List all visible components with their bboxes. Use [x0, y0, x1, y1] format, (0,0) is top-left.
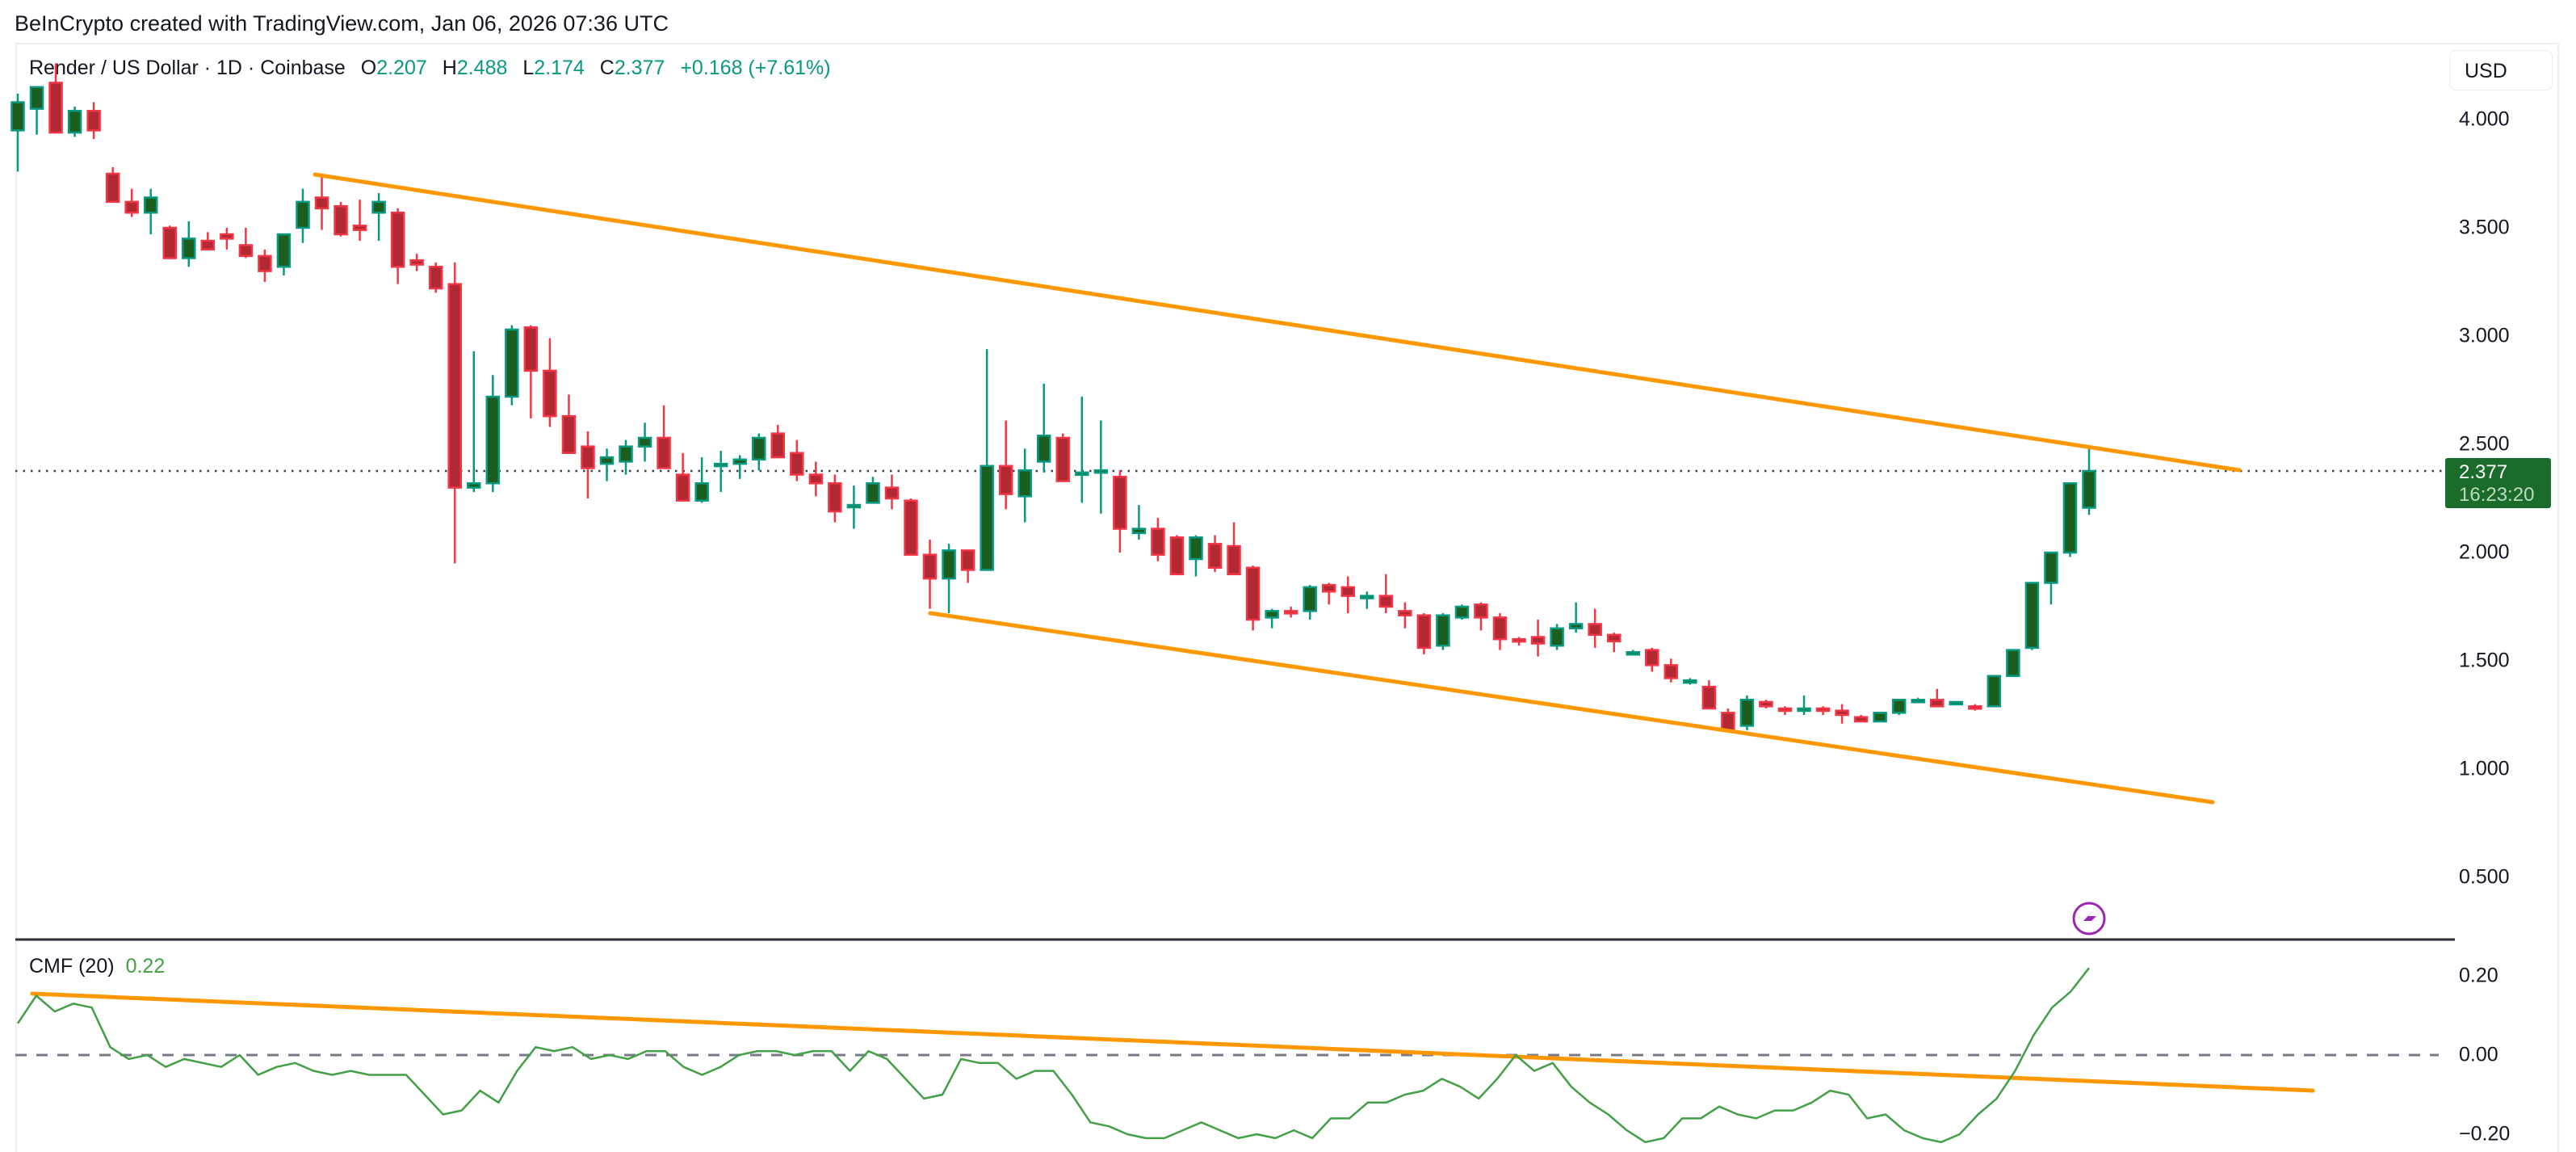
trendlines[interactable] [30, 172, 2315, 1093]
high-value: 2.488 [456, 57, 508, 79]
price-axis-tick: 3.500 [2459, 216, 2510, 239]
cmf-axis-tick: −0.20 [2459, 1122, 2511, 1146]
price-axis-tick: 4.000 [2459, 107, 2510, 131]
symbol-legend: Render / US Dollar · 1D · Coinbase O2.20… [29, 57, 831, 80]
close-value: 2.377 [614, 57, 665, 79]
cmf-axis-tick: 0.20 [2459, 964, 2498, 987]
high-label: H [442, 57, 457, 79]
price-axis-tick: 1.000 [2459, 757, 2510, 780]
open-value: 2.207 [376, 57, 427, 79]
cmf-line [16, 967, 2090, 1144]
change-value: +0.168 (+7.61%) [680, 57, 831, 79]
price-axis-tick: 0.500 [2459, 865, 2510, 889]
price-axis-tick: 2.000 [2459, 540, 2510, 564]
close-label: C [599, 57, 615, 79]
cmf-value: 0.22 [125, 955, 166, 978]
bar-countdown: 16:23:20 [2459, 484, 2535, 506]
lightning-icon[interactable] [2072, 902, 2106, 935]
currency-button[interactable]: USD [2449, 50, 2553, 90]
chart-frame [15, 43, 2559, 1152]
cmf-legend: CMF (20) 0.22 [29, 955, 165, 978]
price-axis-tick: 2.500 [2459, 432, 2510, 456]
cmf-title[interactable]: CMF (20) [29, 955, 115, 978]
price-axis-tick: 1.500 [2459, 649, 2510, 672]
last-price-value: 2.377 [2459, 461, 2508, 483]
chart-credit: BeInCrypto created with TradingView.com,… [15, 11, 669, 36]
price-axis-tick: 3.000 [2459, 324, 2510, 347]
open-label: O [360, 57, 377, 79]
cmf-axis-tick: 0.00 [2459, 1043, 2498, 1066]
low-label: L [522, 57, 535, 79]
low-value: 2.174 [534, 57, 585, 79]
symbol-title[interactable]: Render / US Dollar · 1D · Coinbase [29, 57, 346, 79]
candlestick-series [10, 63, 2096, 732]
last-price-tag: 2.377 16:23:20 [2445, 458, 2551, 508]
